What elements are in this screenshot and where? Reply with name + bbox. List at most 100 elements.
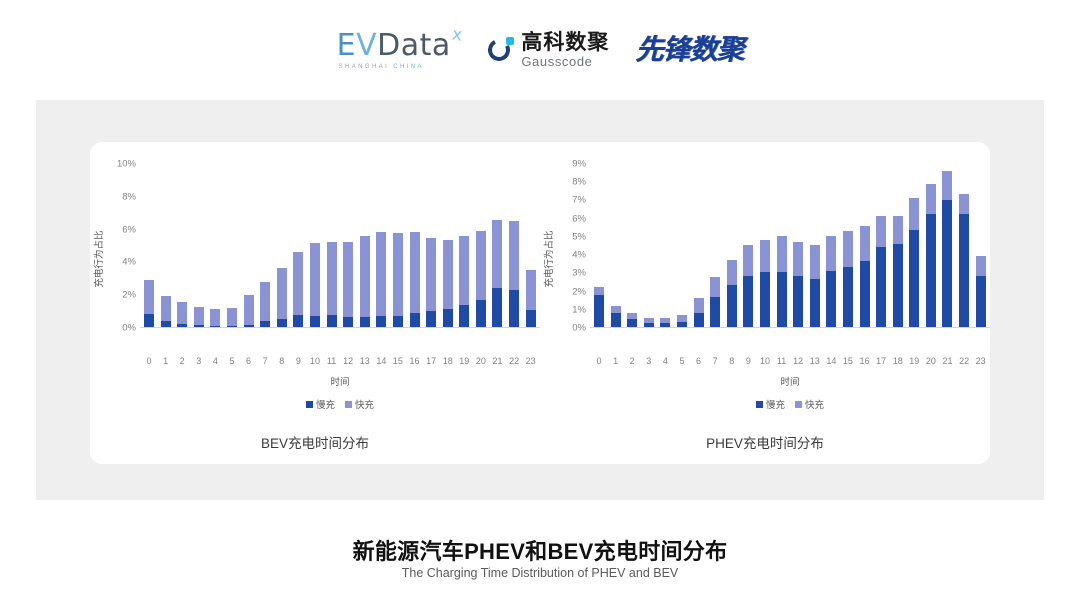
phev-bar-column[interactable] (809, 164, 820, 327)
bev-bar-segment-slow (392, 315, 403, 327)
gausscode-circle-icon (485, 36, 515, 64)
bev-bar-segment-slow (475, 300, 486, 327)
phev-bar-column[interactable] (710, 164, 721, 327)
phev-bar-segment-slow (959, 214, 970, 327)
bev-bar-segment-fast (409, 231, 420, 314)
phev-bar-column[interactable] (660, 164, 671, 327)
bev-bar-column[interactable] (260, 164, 271, 327)
bev-x-tick: 0 (146, 356, 152, 366)
phev-bar-column[interactable] (959, 164, 970, 327)
phev-bar-column[interactable] (759, 164, 770, 327)
phev-bar-column[interactable] (859, 164, 870, 327)
phev-x-tick: 23 (975, 356, 986, 366)
phev-bar-segment-slow (942, 200, 953, 327)
bev-bar-column[interactable] (160, 164, 171, 327)
phev-y-tick: 0% (572, 322, 586, 334)
evdata-logo: E V Data x SHANGHAI CHINA (337, 24, 464, 70)
phev-bar-column[interactable] (743, 164, 754, 327)
phev-bar-column[interactable] (643, 164, 654, 327)
bev-bar-column[interactable] (226, 164, 237, 327)
bev-x-tick: 17 (426, 356, 437, 366)
bev-bar-segment-fast (226, 307, 237, 326)
charts-row: 充电行为占比 0% 2% 4% 6% 8% 10% 0 1 2 3 4 5 6 7 8 9 10 11 12 13 1… (90, 142, 990, 464)
phev-bar-column[interactable] (776, 164, 787, 327)
phev-x-tick: 9 (745, 356, 751, 366)
phev-y-tick: 6% (572, 213, 586, 225)
bev-bar-column[interactable] (392, 164, 403, 327)
phev-y-tick: 5% (572, 231, 586, 243)
chart-panel-inner: 充电行为占比 0% 2% 4% 6% 8% 10% 0 1 2 3 4 5 6 7 8 9 10 11 12 13 1… (90, 142, 990, 464)
phev-bar-segment-slow (726, 285, 737, 327)
phev-bar-column[interactable] (975, 164, 986, 327)
bev-bar-column[interactable] (359, 164, 370, 327)
phev-x-ticks: 0 1 2 3 4 5 6 7 8 9 10 11 12 13 14 15 16 17 18 19 20 21 22 23 (590, 356, 990, 370)
phev-bar-segment-fast (942, 171, 953, 201)
phev-x-tick: 17 (876, 356, 887, 366)
phev-bar-segment-fast (925, 183, 936, 215)
bev-bar-column[interactable] (442, 164, 453, 327)
bev-bar-segment-fast (426, 237, 437, 311)
bev-bar-column[interactable] (144, 164, 154, 327)
bev-bar-segment-slow (426, 310, 437, 327)
phev-bar-segment-fast (892, 215, 903, 245)
bev-bar-column[interactable] (309, 164, 320, 327)
phev-bar-column[interactable] (693, 164, 704, 327)
bev-bar-column[interactable] (276, 164, 287, 327)
phev-bar-segment-slow (594, 294, 604, 327)
phev-bar-column[interactable] (842, 164, 853, 327)
phev-bar-column[interactable] (793, 164, 804, 327)
phev-legend-label-fast: 快充 (805, 400, 825, 411)
bev-x-tick: 7 (262, 356, 268, 366)
bev-bar-column[interactable] (243, 164, 254, 327)
phev-bar-column[interactable] (909, 164, 920, 327)
bev-bar-segment-fast (359, 235, 370, 317)
phev-bar-column[interactable] (876, 164, 887, 327)
bev-bar-column[interactable] (525, 164, 536, 327)
bev-bar-column[interactable] (459, 164, 470, 327)
phev-bar-segment-slow (776, 271, 787, 327)
phev-legend-swatch-slow (755, 400, 763, 408)
bev-bar-column[interactable] (492, 164, 503, 327)
bev-bar-column[interactable] (293, 164, 304, 327)
bev-bar-column[interactable] (426, 164, 437, 327)
bev-legend-label-slow: 慢充 (315, 400, 335, 411)
bev-bar-segment-slow (177, 324, 188, 327)
bev-x-tick: 3 (196, 356, 202, 366)
phev-bar-column[interactable] (925, 164, 936, 327)
bev-bar-column[interactable] (177, 164, 188, 327)
phev-bar-column[interactable] (610, 164, 621, 327)
phev-bar-column[interactable] (942, 164, 953, 327)
bev-bar-column[interactable] (509, 164, 520, 327)
phev-legend-item-slow: 慢充 (755, 397, 785, 411)
phev-bar-segment-fast (643, 318, 654, 323)
phev-bar-segment-fast (710, 277, 721, 298)
evdata-tagline-country: CHINA (393, 63, 424, 70)
phev-x-tick: 20 (925, 356, 936, 366)
phev-y-tick: 1% (572, 304, 586, 316)
phev-bar-segment-slow (909, 229, 920, 327)
bev-bar-column[interactable] (326, 164, 337, 327)
gausscode-logo: 高科数聚 Gausscode (485, 32, 609, 68)
phev-legend-label-slow: 慢充 (765, 400, 785, 411)
bev-y-axis-title-text: 充电行为占比 (94, 230, 105, 288)
phev-legend: 慢充 快充 (590, 397, 990, 411)
bev-x-tick: 5 (229, 356, 235, 366)
bev-bar-column[interactable] (376, 164, 387, 327)
bev-bar-column[interactable] (475, 164, 486, 327)
bev-bar-column[interactable] (210, 164, 221, 327)
phev-bar-column[interactable] (676, 164, 687, 327)
phev-bar-column[interactable] (726, 164, 737, 327)
bev-bar-column[interactable] (409, 164, 420, 327)
phev-bar-column[interactable] (826, 164, 837, 327)
bev-bar-column[interactable] (193, 164, 204, 327)
phev-bar-segment-slow (975, 275, 986, 327)
phev-x-tick: 7 (712, 356, 718, 366)
bev-x-tick: 22 (509, 356, 520, 366)
chart-phev: 充电行为占比 0% 1% 2% 3% 4% 5% 6% 7% 8% 9% 0 1 2 3 4 5 6 7 8 9 10… (540, 142, 990, 464)
bev-bar-column[interactable] (343, 164, 354, 327)
bev-bar-segment-fast (144, 280, 154, 314)
phev-bar-column[interactable] (594, 164, 604, 327)
phev-bar-column[interactable] (892, 164, 903, 327)
phev-bar-column[interactable] (627, 164, 638, 327)
phev-x-tick: 18 (892, 356, 903, 366)
